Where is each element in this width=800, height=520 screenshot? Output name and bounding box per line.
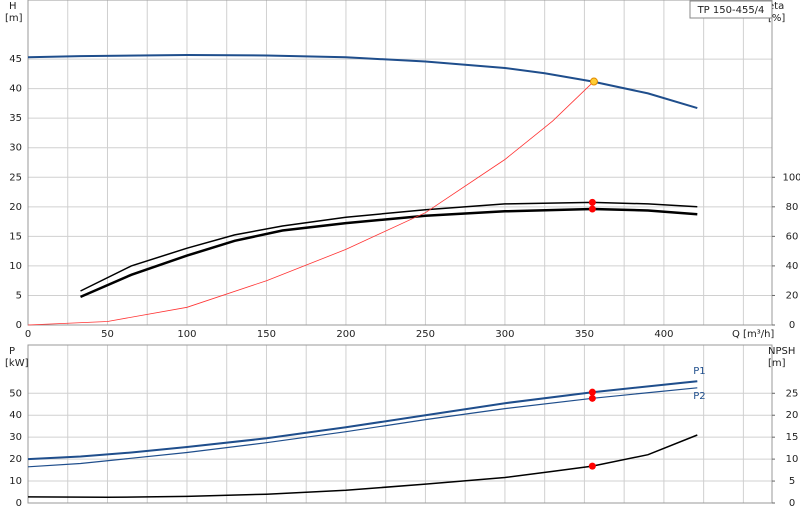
- x-tick-label: 0: [25, 329, 31, 340]
- y2-axis-label: eta: [768, 1, 784, 12]
- y-tick-label: 20: [9, 202, 22, 213]
- y2-axis-label: [%]: [768, 13, 785, 24]
- x-tick-label: 150: [257, 329, 276, 340]
- operating-point: [589, 77, 598, 86]
- plot-area: [28, 0, 772, 325]
- operating-point: [588, 388, 596, 396]
- title-box: [689, 0, 773, 19]
- y2-tick-label: 40: [786, 261, 799, 272]
- y-tick-label: 45: [9, 54, 22, 65]
- x-tick-label: 350: [575, 329, 594, 340]
- y-tick-label: 0: [16, 320, 22, 331]
- chart-title: TP 150-455/4: [697, 5, 765, 16]
- y-tick-label: 20: [9, 454, 22, 465]
- y2-tick-label: 15: [786, 432, 799, 443]
- y2-tick-label: 0: [789, 320, 795, 331]
- y2-tick-label: 5: [789, 476, 795, 487]
- y-tick-label: 35: [9, 113, 22, 124]
- x-tick-label: 250: [416, 329, 435, 340]
- y-tick-label: 50: [9, 388, 22, 399]
- curve: [27, 387, 698, 468]
- x-tick-label: 300: [495, 329, 514, 340]
- y-axis-label: H: [9, 1, 17, 12]
- y-tick-label: 10: [9, 476, 22, 487]
- x-axis-label: Q [m³/h]: [732, 329, 774, 340]
- y-tick-label: 30: [9, 143, 22, 154]
- x-tick-label: 200: [336, 329, 355, 340]
- y-tick-label: 0: [16, 498, 22, 509]
- curve: [27, 380, 698, 461]
- y-tick-label: 5: [16, 290, 22, 301]
- y2-tick-label: 100: [782, 172, 800, 183]
- series-label: P2: [693, 391, 705, 402]
- y-axis-label: [kW]: [5, 358, 29, 369]
- y2-tick-label: 25: [786, 388, 799, 399]
- curve: [80, 207, 698, 299]
- y-axis-label: P: [9, 346, 15, 357]
- curve: [27, 53, 698, 110]
- y2-tick-label: 20: [786, 290, 799, 301]
- plot-frame: [27, 344, 773, 504]
- y-tick-label: 40: [9, 410, 22, 421]
- series-label: P1: [693, 366, 705, 377]
- y-axis-label: [m]: [5, 13, 23, 24]
- y-tick-label: 25: [9, 172, 22, 183]
- y-tick-label: 30: [9, 432, 22, 443]
- y2-axis-label: [m]: [768, 358, 786, 369]
- y-tick-label: 40: [9, 84, 22, 95]
- y2-tick-label: 80: [786, 202, 799, 213]
- x-tick-label: 50: [101, 329, 114, 340]
- curve: [27, 434, 698, 499]
- plot-frame: [27, 0, 773, 326]
- operating-point: [588, 205, 596, 213]
- curve: [80, 201, 698, 292]
- y-tick-label: 10: [9, 261, 22, 272]
- y2-tick-label: 10: [786, 454, 799, 465]
- y2-tick-label: 0: [789, 498, 795, 509]
- operating-point: [588, 198, 596, 206]
- y2-tick-label: 60: [786, 231, 799, 242]
- x-tick-label: 400: [654, 329, 673, 340]
- y-tick-label: 15: [9, 231, 22, 242]
- curve: [27, 79, 596, 326]
- operating-point: [588, 394, 596, 402]
- y2-axis-label: NPSH: [768, 346, 795, 357]
- y2-tick-label: 20: [786, 410, 799, 421]
- operating-point: [588, 462, 596, 470]
- x-tick-label: 100: [177, 329, 196, 340]
